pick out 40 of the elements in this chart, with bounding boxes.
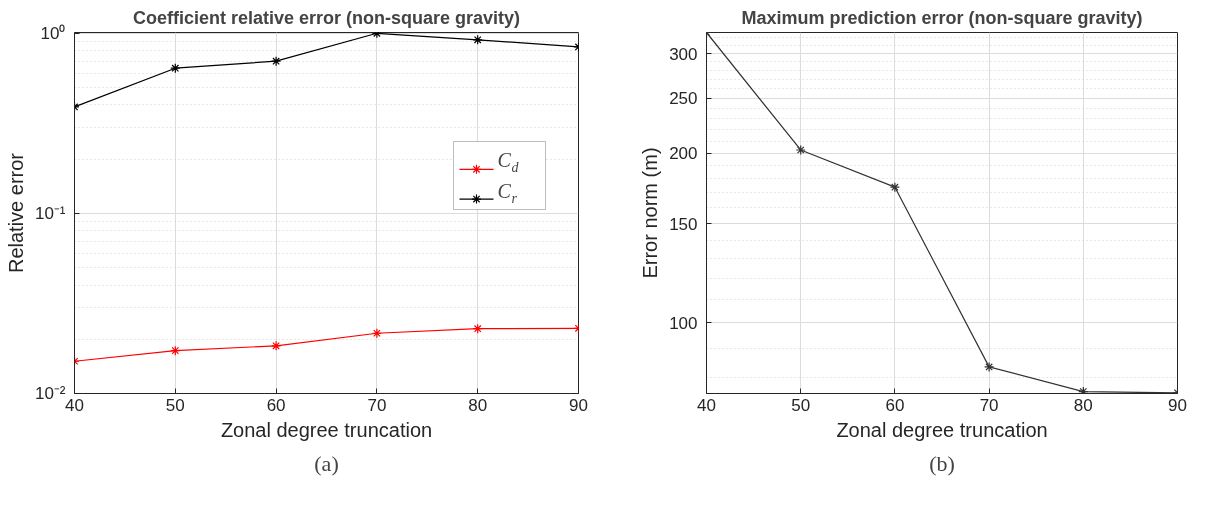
point xyxy=(371,328,382,339)
point xyxy=(984,361,995,372)
point xyxy=(889,182,900,193)
y-tick-label: 250 xyxy=(669,89,698,109)
x-tick-label: 50 xyxy=(165,395,185,415)
chart-title: Maximum prediction error (non-square gravity) xyxy=(741,7,1143,28)
x-tick-label: 50 xyxy=(791,395,811,415)
point xyxy=(1078,386,1089,394)
y-tick-label: 200 xyxy=(669,144,698,164)
point xyxy=(795,144,806,156)
x-tick-label: 70 xyxy=(367,395,387,415)
point xyxy=(472,323,483,334)
y-tick-label: 10⁻² xyxy=(34,384,66,403)
point xyxy=(472,34,483,45)
x-axis-title: Zonal degree truncation xyxy=(836,418,1048,441)
y-tick-label: 150 xyxy=(669,214,698,234)
y-axis-title: Error norm (m) xyxy=(639,147,662,279)
line-series xyxy=(706,32,1178,394)
x-tick-label: 80 xyxy=(1073,395,1093,415)
y-tick-label: 10⁻¹ xyxy=(34,203,66,223)
y-axis-title: Relative error xyxy=(4,152,27,274)
point xyxy=(170,345,181,356)
x-tick-label: 90 xyxy=(569,395,588,415)
x-tick-label: 40 xyxy=(697,395,716,415)
point xyxy=(271,340,282,351)
y-tick-label: 10⁰ xyxy=(40,23,66,43)
point xyxy=(170,63,181,74)
x-tick-label: 80 xyxy=(468,395,488,415)
x-axis-title: Zonal degree truncation xyxy=(220,418,433,441)
x-tick-label: 70 xyxy=(979,395,999,415)
x-tick-label: 40 xyxy=(65,395,84,415)
text: (a) xyxy=(314,450,339,476)
point xyxy=(271,56,282,67)
x-tick-label: 60 xyxy=(266,395,286,415)
chart-title: Coefficient relative error (non-square gravity) xyxy=(132,7,521,28)
text: (b) xyxy=(929,450,955,476)
x-tick-label: 90 xyxy=(1168,395,1187,415)
x-tick-label: 60 xyxy=(885,395,905,415)
y-tick-label: 100 xyxy=(669,313,698,333)
y-tick-label: 300 xyxy=(669,44,698,64)
